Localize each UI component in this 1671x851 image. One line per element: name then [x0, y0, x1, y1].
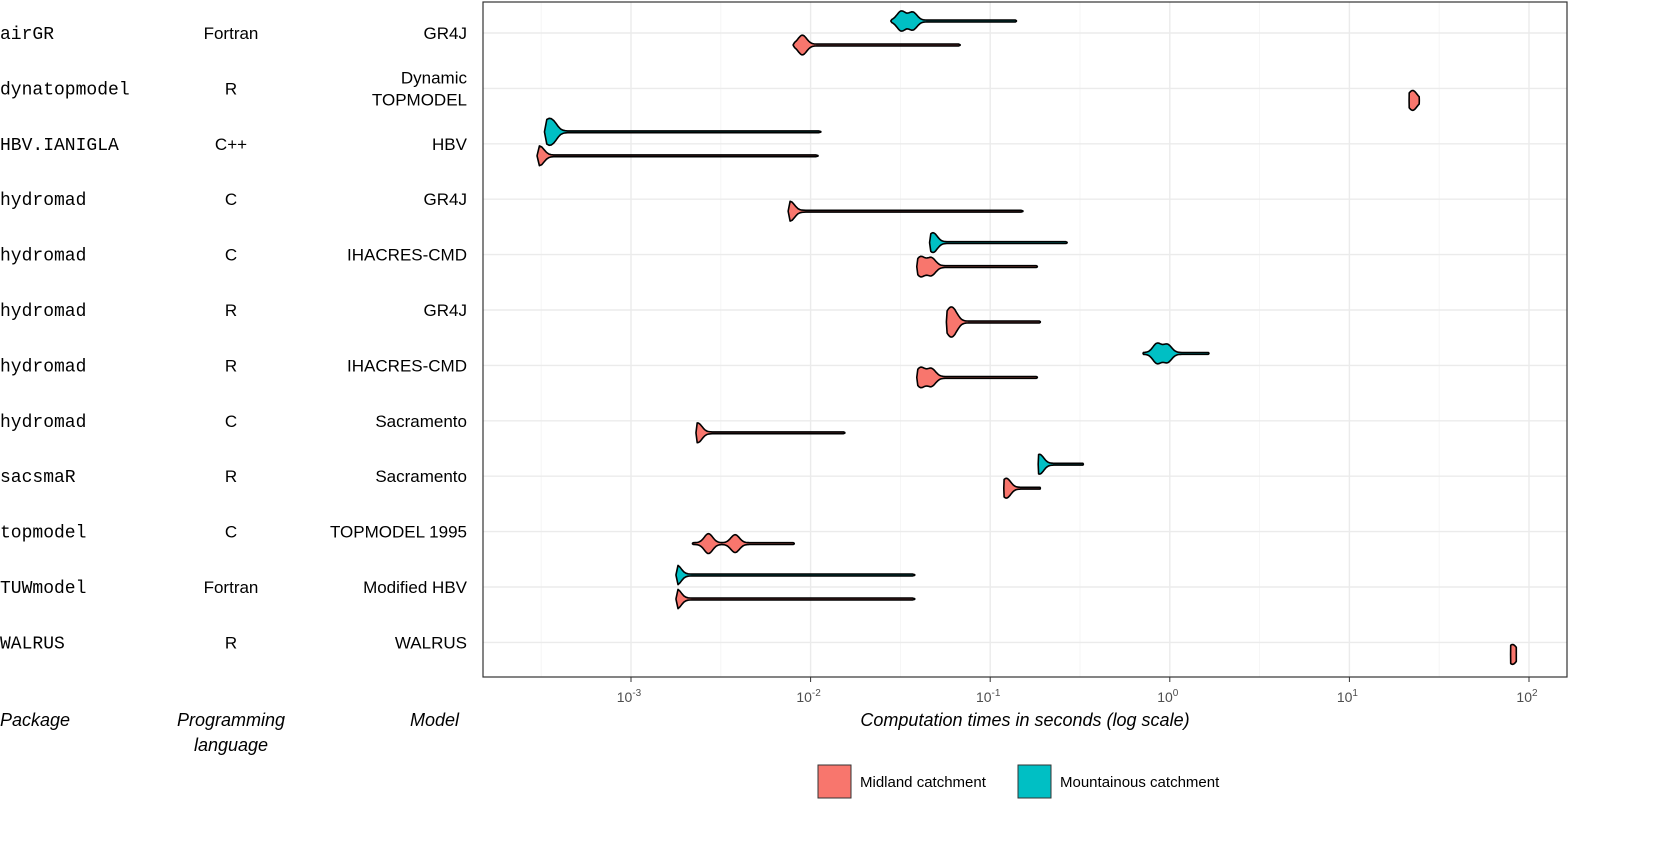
legend-key-midland [817, 764, 852, 799]
package-label: dynatopmodel [0, 80, 130, 100]
violin-midland [916, 366, 1039, 389]
language-label: R [225, 467, 237, 486]
row-labels: airGR Fortran GR4J dynatopmodel R Dynamic TOPM… [0, 24, 468, 654]
violin-midland [916, 255, 1039, 278]
language-label: Fortran [204, 24, 259, 43]
model-label: GR4J [424, 24, 467, 43]
header-model: Model [410, 710, 460, 730]
header-package: Package [0, 710, 70, 730]
package-label: hydromad [0, 413, 86, 433]
model-label: Dynamic [401, 68, 468, 87]
package-label: HBV.IANIGLA [0, 136, 119, 156]
grid [483, 2, 1567, 677]
package-label: hydromad [0, 302, 86, 322]
legend: Midland catchment Mountainous catchment [817, 764, 1220, 799]
x-tick-label: 10-3 [617, 688, 642, 705]
violin-midland [675, 588, 916, 610]
violin-midland [945, 306, 1042, 338]
legend-label-mountain: Mountainous catchment [1060, 774, 1220, 791]
x-tick-label: 101 [1337, 688, 1359, 705]
violin-midland [792, 34, 961, 56]
model-label: HBV [432, 135, 468, 154]
package-label: TUWmodel [0, 579, 86, 599]
violin-midland [1509, 643, 1518, 666]
language-label: Fortran [204, 578, 259, 597]
language-label: R [225, 301, 237, 320]
header-language-1: Programming [177, 710, 285, 730]
x-tick-label: 10-2 [796, 688, 821, 705]
x-axis-title: Computation times in seconds (log scale) [860, 710, 1189, 730]
package-label: airGR [0, 25, 54, 45]
package-label: WALRUS [0, 634, 65, 654]
language-label: C++ [215, 135, 247, 154]
violin-mountain [675, 564, 916, 586]
language-label: R [225, 356, 237, 375]
package-label: hydromad [0, 357, 86, 377]
x-tick-label: 102 [1516, 688, 1538, 705]
model-label: IHACRES-CMD [347, 356, 467, 375]
violin-midland [536, 145, 819, 167]
violin-midland [1003, 477, 1042, 499]
package-label: hydromad [0, 191, 86, 211]
violins [536, 10, 1518, 666]
violin-midland [1408, 89, 1421, 112]
package-label: topmodel [0, 524, 86, 544]
model-label: Sacramento [375, 412, 467, 431]
legend-key-mountain [1017, 764, 1052, 799]
language-label: C [225, 523, 237, 542]
x-tick-label: 10-1 [976, 688, 1001, 705]
model-label: IHACRES-CMD [347, 246, 467, 265]
header-language-2: language [194, 735, 268, 755]
x-axis: 10-3 10-2 10-1 100 101 102 [617, 677, 1538, 705]
model-label: Modified HBV [363, 578, 468, 597]
violin-midland [787, 200, 1024, 222]
violin-midland [695, 422, 846, 444]
language-label: R [225, 633, 237, 652]
violin-mountain [1142, 342, 1210, 365]
model-label: TOPMODEL 1995 [330, 523, 467, 542]
language-label: C [225, 246, 237, 265]
model-label: GR4J [424, 190, 467, 209]
violin-mountain [1037, 453, 1085, 475]
language-label: C [225, 412, 237, 431]
package-label: sacsmaR [0, 468, 76, 488]
violin-mountain [543, 117, 822, 147]
model-label: WALRUS [395, 633, 467, 652]
model-label: GR4J [424, 301, 467, 320]
violin-midland [691, 532, 795, 555]
model-label: TOPMODEL [372, 90, 467, 109]
package-label: hydromad [0, 247, 86, 267]
violin-mountain [928, 231, 1068, 254]
model-label: Sacramento [375, 467, 467, 486]
violin-mountain [890, 10, 1018, 32]
plot-panel-border [482, 1, 1568, 678]
language-label: C [225, 190, 237, 209]
x-tick-label: 100 [1157, 688, 1179, 705]
legend-label-midland: Midland catchment [860, 774, 987, 791]
language-label: R [225, 79, 237, 98]
